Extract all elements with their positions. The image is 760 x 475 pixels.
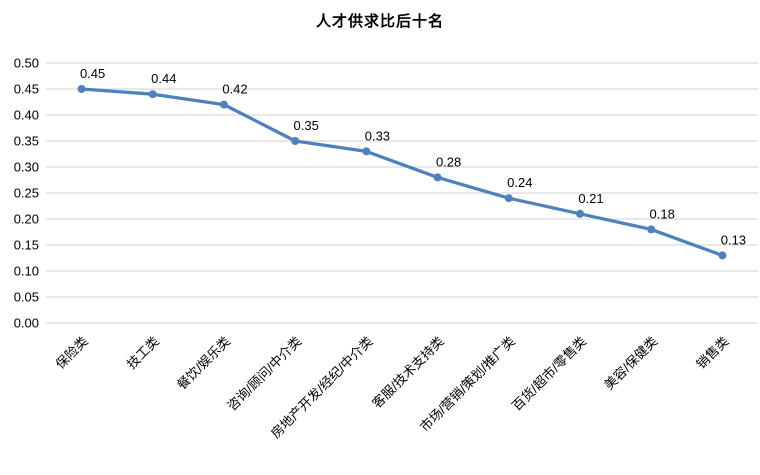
y-axis-tick-label: 0.40 <box>14 108 39 123</box>
data-point-label: 0.45 <box>80 66 105 81</box>
data-point-label: 0.33 <box>365 128 390 143</box>
x-axis-category-label: 餐饮/娱乐类 <box>174 334 233 393</box>
y-axis-tick-label: 0.05 <box>14 290 39 305</box>
y-axis-tick-label: 0.00 <box>14 316 39 331</box>
data-point-marker <box>647 225 656 234</box>
data-point-marker <box>504 194 513 203</box>
y-axis-tick-label: 0.30 <box>14 160 39 175</box>
x-axis-category-label: 销售类 <box>693 334 731 372</box>
data-point-marker <box>433 173 442 182</box>
data-point-marker <box>362 147 371 156</box>
x-axis-category-label: 咨询/顾问/中介类 <box>224 334 304 414</box>
y-axis-tick-label: 0.25 <box>14 186 39 201</box>
data-point-label: 0.35 <box>294 118 319 133</box>
chart-title: 人才供求比后十名 <box>315 13 444 30</box>
x-axis-category-label: 客服/技术支持类 <box>369 334 447 412</box>
y-axis-tick-label: 0.15 <box>14 238 39 253</box>
data-point-marker <box>77 85 86 93</box>
data-point-marker <box>576 209 584 218</box>
y-axis-tick-label: 0.20 <box>14 212 39 227</box>
x-axis-category-label: 技工类 <box>124 334 162 372</box>
x-axis-category-label: 百货/超市/零售类 <box>509 334 589 414</box>
data-point-label: 0.44 <box>151 71 176 86</box>
y-axis-tick-label: 0.45 <box>14 82 39 97</box>
y-axis-tick-label: 0.35 <box>14 134 39 149</box>
series-line <box>79 87 725 258</box>
y-axis-tick-label: 0.10 <box>14 264 39 279</box>
data-point-label: 0.18 <box>650 206 675 221</box>
data-point-label: 0.21 <box>578 191 603 206</box>
data-point-marker <box>291 137 300 145</box>
y-axis-tick-label: 0.50 <box>14 56 39 71</box>
data-point-label: 0.24 <box>507 175 532 190</box>
data-point-marker <box>220 100 228 109</box>
data-point-label: 0.42 <box>222 82 247 97</box>
data-point-marker <box>148 90 157 99</box>
x-axis-category-label: 美容/保健类 <box>601 334 660 393</box>
data-point-label: 0.13 <box>721 232 746 247</box>
data-point-label: 0.28 <box>436 154 461 169</box>
data-point-marker <box>718 251 727 260</box>
x-axis-category-label: 保险类 <box>53 334 91 372</box>
